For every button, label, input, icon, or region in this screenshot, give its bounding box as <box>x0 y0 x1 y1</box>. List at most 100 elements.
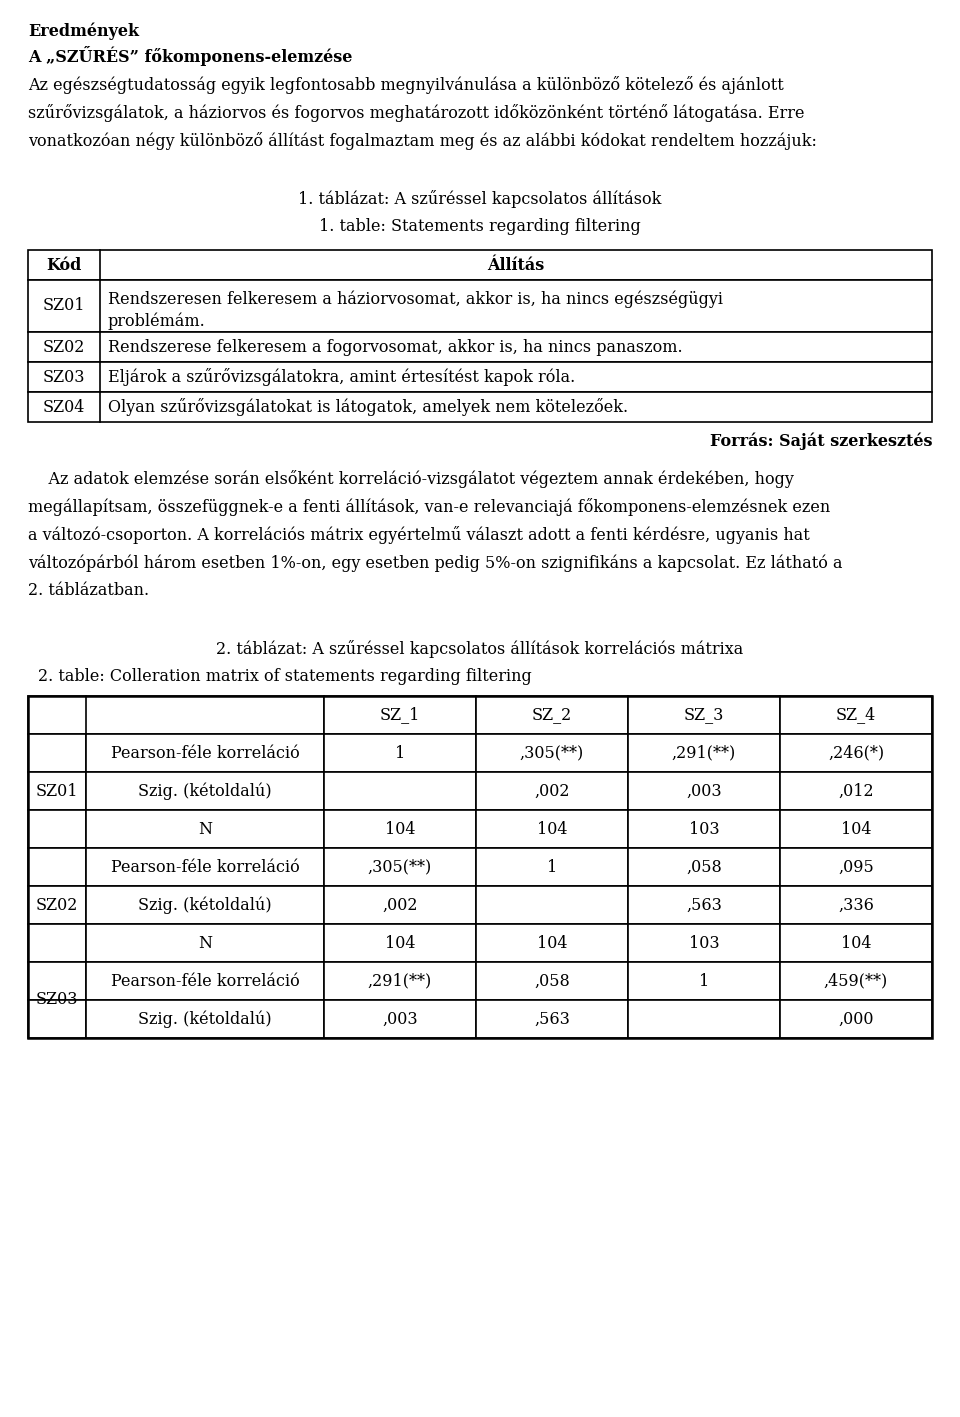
Bar <box>628 847 780 886</box>
Text: ,246(*): ,246(*) <box>828 744 884 761</box>
Bar <box>780 1000 932 1039</box>
Bar <box>628 924 780 962</box>
Text: Eredmények: Eredmények <box>28 23 139 40</box>
Bar <box>628 1000 780 1039</box>
Text: Forrás: Saját szerkesztés: Forrás: Saját szerkesztés <box>709 432 932 449</box>
Text: vonatkozóan négy különböző állítást fogalmaztam meg és az alábbi kódokat rendelt: vonatkozóan négy különböző állítást foga… <box>28 132 817 150</box>
Bar <box>28 886 86 924</box>
Bar <box>476 886 628 924</box>
Text: A „SZŰRÉS” főkomponens-elemzése: A „SZŰRÉS” főkomponens-elemzése <box>28 45 352 67</box>
Text: ,003: ,003 <box>382 1010 418 1027</box>
Bar <box>86 734 324 772</box>
Text: szűrővizsgálatok, a háziorvos és fogorvos meghatározott időközönként történő lát: szűrővizsgálatok, a háziorvos és fogorvo… <box>28 103 804 122</box>
Text: Pearson-féle korreláció: Pearson-féle korreláció <box>110 744 300 761</box>
Text: ,002: ,002 <box>535 782 569 799</box>
Bar <box>28 393 932 422</box>
Text: ,003: ,003 <box>686 782 722 799</box>
Text: SZ_3: SZ_3 <box>684 707 724 724</box>
Bar <box>86 924 324 962</box>
Text: Szig. (kétoldalú): Szig. (kétoldalú) <box>138 896 272 914</box>
Bar <box>324 847 476 886</box>
Bar <box>324 886 476 924</box>
Bar <box>476 811 628 847</box>
Text: ,459(**): ,459(**) <box>824 972 888 989</box>
Text: 2. táblázatban.: 2. táblázatban. <box>28 582 149 599</box>
Text: SZ_4: SZ_4 <box>836 707 876 724</box>
Text: problémám.: problémám. <box>108 312 205 330</box>
Text: ,305(**): ,305(**) <box>368 859 432 876</box>
Text: 104: 104 <box>385 820 416 837</box>
Text: Szig. (kétoldalú): Szig. (kétoldalú) <box>138 1010 272 1027</box>
Bar <box>86 847 324 886</box>
Text: Az egészségtudatosság egyik legfontosabb megnyilvánulása a különböző kötelező és: Az egészségtudatosság egyik legfontosabb… <box>28 77 783 94</box>
Text: ,291(**): ,291(**) <box>672 744 736 761</box>
Bar <box>628 811 780 847</box>
Text: Kód: Kód <box>46 256 82 273</box>
Text: 104: 104 <box>537 820 567 837</box>
Text: 1. táblázat: A szűréssel kapcsolatos állítások: 1. táblázat: A szűréssel kapcsolatos áll… <box>299 190 661 208</box>
Text: Állítás: Állítás <box>488 256 544 273</box>
Bar <box>28 1000 86 1039</box>
Text: SZ02: SZ02 <box>36 897 78 914</box>
Text: N: N <box>198 820 212 837</box>
Bar <box>780 962 932 1000</box>
Bar <box>86 886 324 924</box>
Text: 104: 104 <box>841 820 872 837</box>
Bar <box>780 772 932 811</box>
Text: Az adatok elemzése során elsőként korreláció-vizsgálatot végeztem annak érdekébe: Az adatok elemzése során elsőként korrel… <box>28 470 794 487</box>
Bar <box>324 811 476 847</box>
Text: SZ01: SZ01 <box>43 298 85 315</box>
Bar <box>476 924 628 962</box>
Bar <box>28 249 932 281</box>
Text: Rendszerese felkeresem a fogorvosomat, akkor is, ha nincs panaszom.: Rendszerese felkeresem a fogorvosomat, a… <box>108 339 683 356</box>
Bar <box>780 847 932 886</box>
Text: Pearson-féle korreláció: Pearson-féle korreláció <box>110 972 300 989</box>
Bar <box>628 772 780 811</box>
Bar <box>28 847 86 886</box>
Text: SZ_2: SZ_2 <box>532 707 572 724</box>
Text: a változó-csoporton. A korrelációs mátrix egyértelmű választ adott a fenti kérdé: a változó-csoporton. A korrelációs mátri… <box>28 526 809 544</box>
Bar <box>780 886 932 924</box>
Text: 104: 104 <box>537 934 567 951</box>
Bar <box>28 924 86 962</box>
Bar <box>476 734 628 772</box>
Bar <box>628 962 780 1000</box>
Text: SZ04: SZ04 <box>43 398 85 415</box>
Bar <box>86 811 324 847</box>
Text: ,012: ,012 <box>838 782 874 799</box>
Bar <box>628 734 780 772</box>
Text: SZ_1: SZ_1 <box>380 707 420 724</box>
Bar <box>28 962 86 1000</box>
Text: SZ01: SZ01 <box>36 782 79 799</box>
Text: 1. table: Statements regarding filtering: 1. table: Statements regarding filtering <box>319 218 641 235</box>
Bar <box>28 734 86 772</box>
Bar <box>28 696 932 1039</box>
Text: ,305(**): ,305(**) <box>520 744 584 761</box>
Text: ,563: ,563 <box>686 897 722 914</box>
Text: Eljárok a szűrővizsgálatokra, amint értesítést kapok róla.: Eljárok a szűrővizsgálatokra, amint érte… <box>108 368 575 385</box>
Text: Szig. (kétoldalú): Szig. (kétoldalú) <box>138 782 272 799</box>
Bar <box>780 734 932 772</box>
Text: SZ03: SZ03 <box>36 992 79 1009</box>
Text: ,058: ,058 <box>686 859 722 876</box>
Bar <box>28 281 932 332</box>
Bar <box>324 772 476 811</box>
Text: ,000: ,000 <box>838 1010 874 1027</box>
Text: ,291(**): ,291(**) <box>368 972 432 989</box>
Text: Olyan szűrővizsgálatokat is látogatok, amelyek nem kötelezőek.: Olyan szűrővizsgálatokat is látogatok, a… <box>108 398 628 417</box>
Text: 104: 104 <box>841 934 872 951</box>
Text: N: N <box>198 934 212 951</box>
Bar <box>780 924 932 962</box>
Text: 2. táblázat: A szűréssel kapcsolatos állítások korrelációs mátrixa: 2. táblázat: A szűréssel kapcsolatos áll… <box>216 640 744 657</box>
Bar <box>780 811 932 847</box>
Bar <box>628 696 780 734</box>
Bar <box>324 924 476 962</box>
Bar <box>324 1000 476 1039</box>
Text: 103: 103 <box>688 820 719 837</box>
Text: ,058: ,058 <box>534 972 570 989</box>
Text: ,002: ,002 <box>382 897 418 914</box>
Text: SZ02: SZ02 <box>43 339 85 356</box>
Bar <box>476 696 628 734</box>
Bar <box>476 1000 628 1039</box>
Bar <box>28 696 324 734</box>
